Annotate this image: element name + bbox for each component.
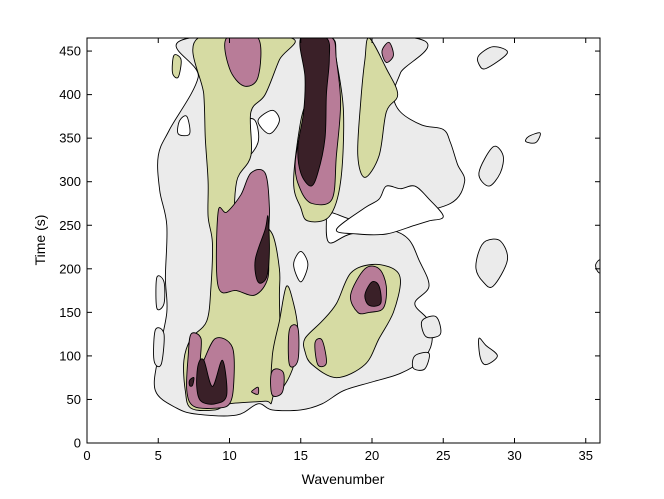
contour-level-1-region: [475, 238, 509, 288]
contour-level-2-region: [183, 38, 296, 411]
y-tick-label: 200: [59, 261, 81, 276]
x-tick-label: 15: [294, 448, 308, 463]
contour-level-1-region: [525, 132, 541, 144]
plot-frame: [86, 37, 601, 444]
contour-level-3-region: [224, 38, 262, 87]
x-tick-label: 30: [507, 448, 521, 463]
contour-level-3-region: [381, 41, 394, 63]
contour-level-4-region: [297, 38, 331, 187]
contour-level-4-region: [364, 280, 382, 307]
contour-level-0-region: [335, 185, 444, 236]
y-tick-label: 100: [59, 348, 81, 363]
contour-level-3-region: [287, 324, 300, 368]
contour-level-4-region: [196, 358, 228, 405]
y-axis-title: Time (s): [32, 215, 48, 266]
x-axis-title: Wavenumber: [302, 471, 385, 487]
x-tick-label: 0: [83, 448, 90, 463]
contour-level-0-region: [293, 250, 309, 283]
x-tick-label: 20: [365, 448, 379, 463]
x-tick-label: 10: [222, 448, 236, 463]
contour-level-3-region: [314, 338, 327, 368]
y-tick-label: 400: [59, 87, 81, 102]
contour-level-1-region: [420, 315, 442, 339]
y-tick-label: 50: [67, 392, 81, 407]
contour-level-3-region: [270, 368, 285, 397]
contour-level-0-region: [177, 115, 191, 137]
y-tick-label: 0: [74, 436, 81, 451]
contour-regions: [153, 38, 600, 417]
x-axis-ticks: 0 5 10 15 20 25 30 35: [83, 38, 593, 463]
contour-level-0-region: [257, 109, 280, 135]
y-tick-label: 150: [59, 305, 81, 320]
x-tick-label: 25: [436, 448, 450, 463]
contour-level-1-region: [477, 46, 508, 70]
contour-level-1-region: [155, 275, 166, 311]
contour-level-1-region: [411, 351, 430, 371]
contour-level-3-region: [251, 386, 260, 395]
x-tick-label: 35: [579, 448, 593, 463]
contour-level-4-region: [254, 215, 270, 284]
y-axis-ticks: 0 50 100 150 200 250 300 350 400 450: [59, 44, 600, 451]
y-tick-label: 350: [59, 131, 81, 146]
y-tick-label: 450: [59, 44, 81, 59]
contour-level-1-region: [153, 327, 165, 368]
contour-level-2-region: [171, 54, 182, 79]
contour-level-4-region: [188, 377, 195, 387]
contour-level-1-region: [478, 337, 498, 366]
y-tick-label: 250: [59, 218, 81, 233]
contour-level-1-region: [478, 145, 504, 187]
x-tick-label: 5: [155, 448, 162, 463]
contour-level-2-region: [357, 38, 399, 178]
y-tick-label: 300: [59, 174, 81, 189]
